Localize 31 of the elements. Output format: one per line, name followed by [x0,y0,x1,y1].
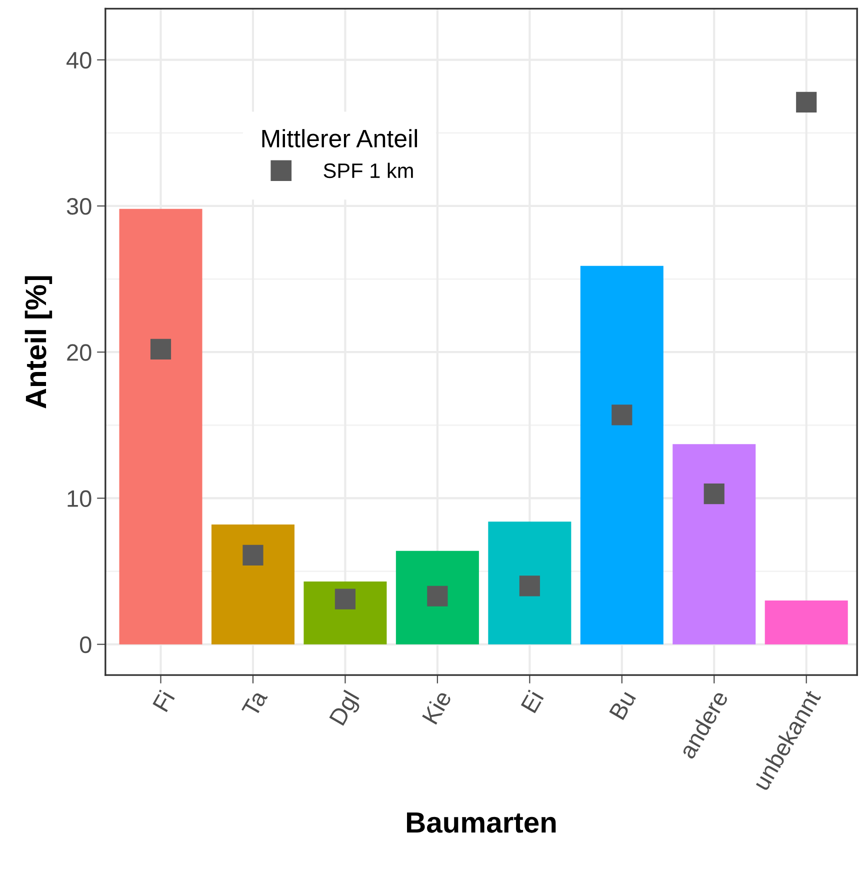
x-tick-label: Fi [152,690,175,712]
bar [764,600,848,644]
legend-label: SPF 1 km [324,162,413,178]
point [704,484,724,504]
x-tick-label: Ta [242,688,268,718]
x-tick-label: Ei [520,690,544,714]
bar [580,266,664,644]
y-axis-title: Anteil [%] [24,276,52,408]
bar [211,524,294,644]
x-tick-label: Bu [609,690,636,720]
point [334,588,356,610]
bar [396,550,479,644]
point [150,338,172,360]
legend-title: Mittlerer Anteil [262,129,417,148]
point [427,586,448,606]
y-tick-label: 40 [66,52,92,69]
bar [304,582,387,644]
bar [488,522,572,644]
bar [119,208,202,644]
x-axis-title: Baumarten [407,812,556,833]
y-tick-label: 20 [67,344,92,361]
y-tick-label: 0 [80,636,92,654]
x-tick-label: Kie [421,689,452,725]
x-tick-label: Dgl [328,690,364,728]
point [796,92,817,113]
point [519,576,540,596]
point [242,544,264,566]
y-tick-label: 10 [68,490,92,508]
point [612,404,632,426]
bar [672,444,756,644]
y-tick-label: 30 [66,198,92,215]
